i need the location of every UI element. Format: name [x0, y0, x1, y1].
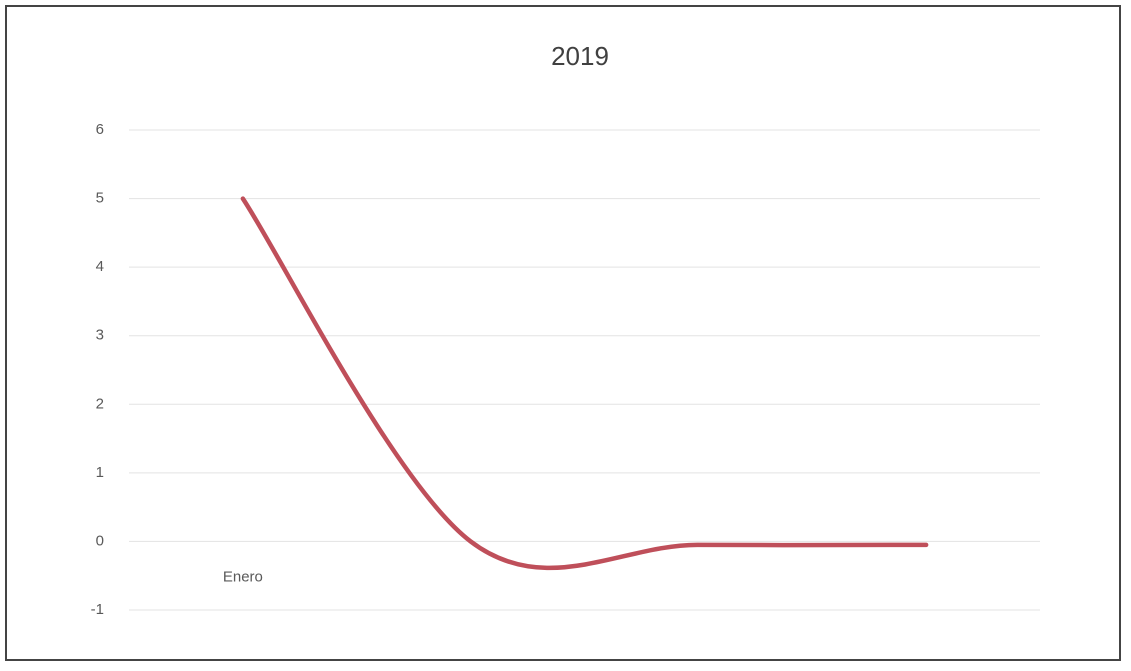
y-tick-label: -1	[91, 601, 104, 618]
y-tick-label: 6	[96, 121, 104, 138]
chart-title: 2019	[551, 41, 609, 71]
y-tick-label: 2	[96, 395, 104, 412]
y-tick-label: 4	[96, 258, 104, 275]
y-tick-label: 1	[96, 464, 104, 481]
y-tick-label: 3	[96, 327, 104, 344]
line-series	[240, 196, 929, 571]
y-tick-label: 0	[96, 532, 104, 549]
chart-border	[5, 5, 1121, 661]
x-tick-label: Enero	[223, 568, 263, 585]
y-tick-label: 5	[96, 190, 104, 207]
